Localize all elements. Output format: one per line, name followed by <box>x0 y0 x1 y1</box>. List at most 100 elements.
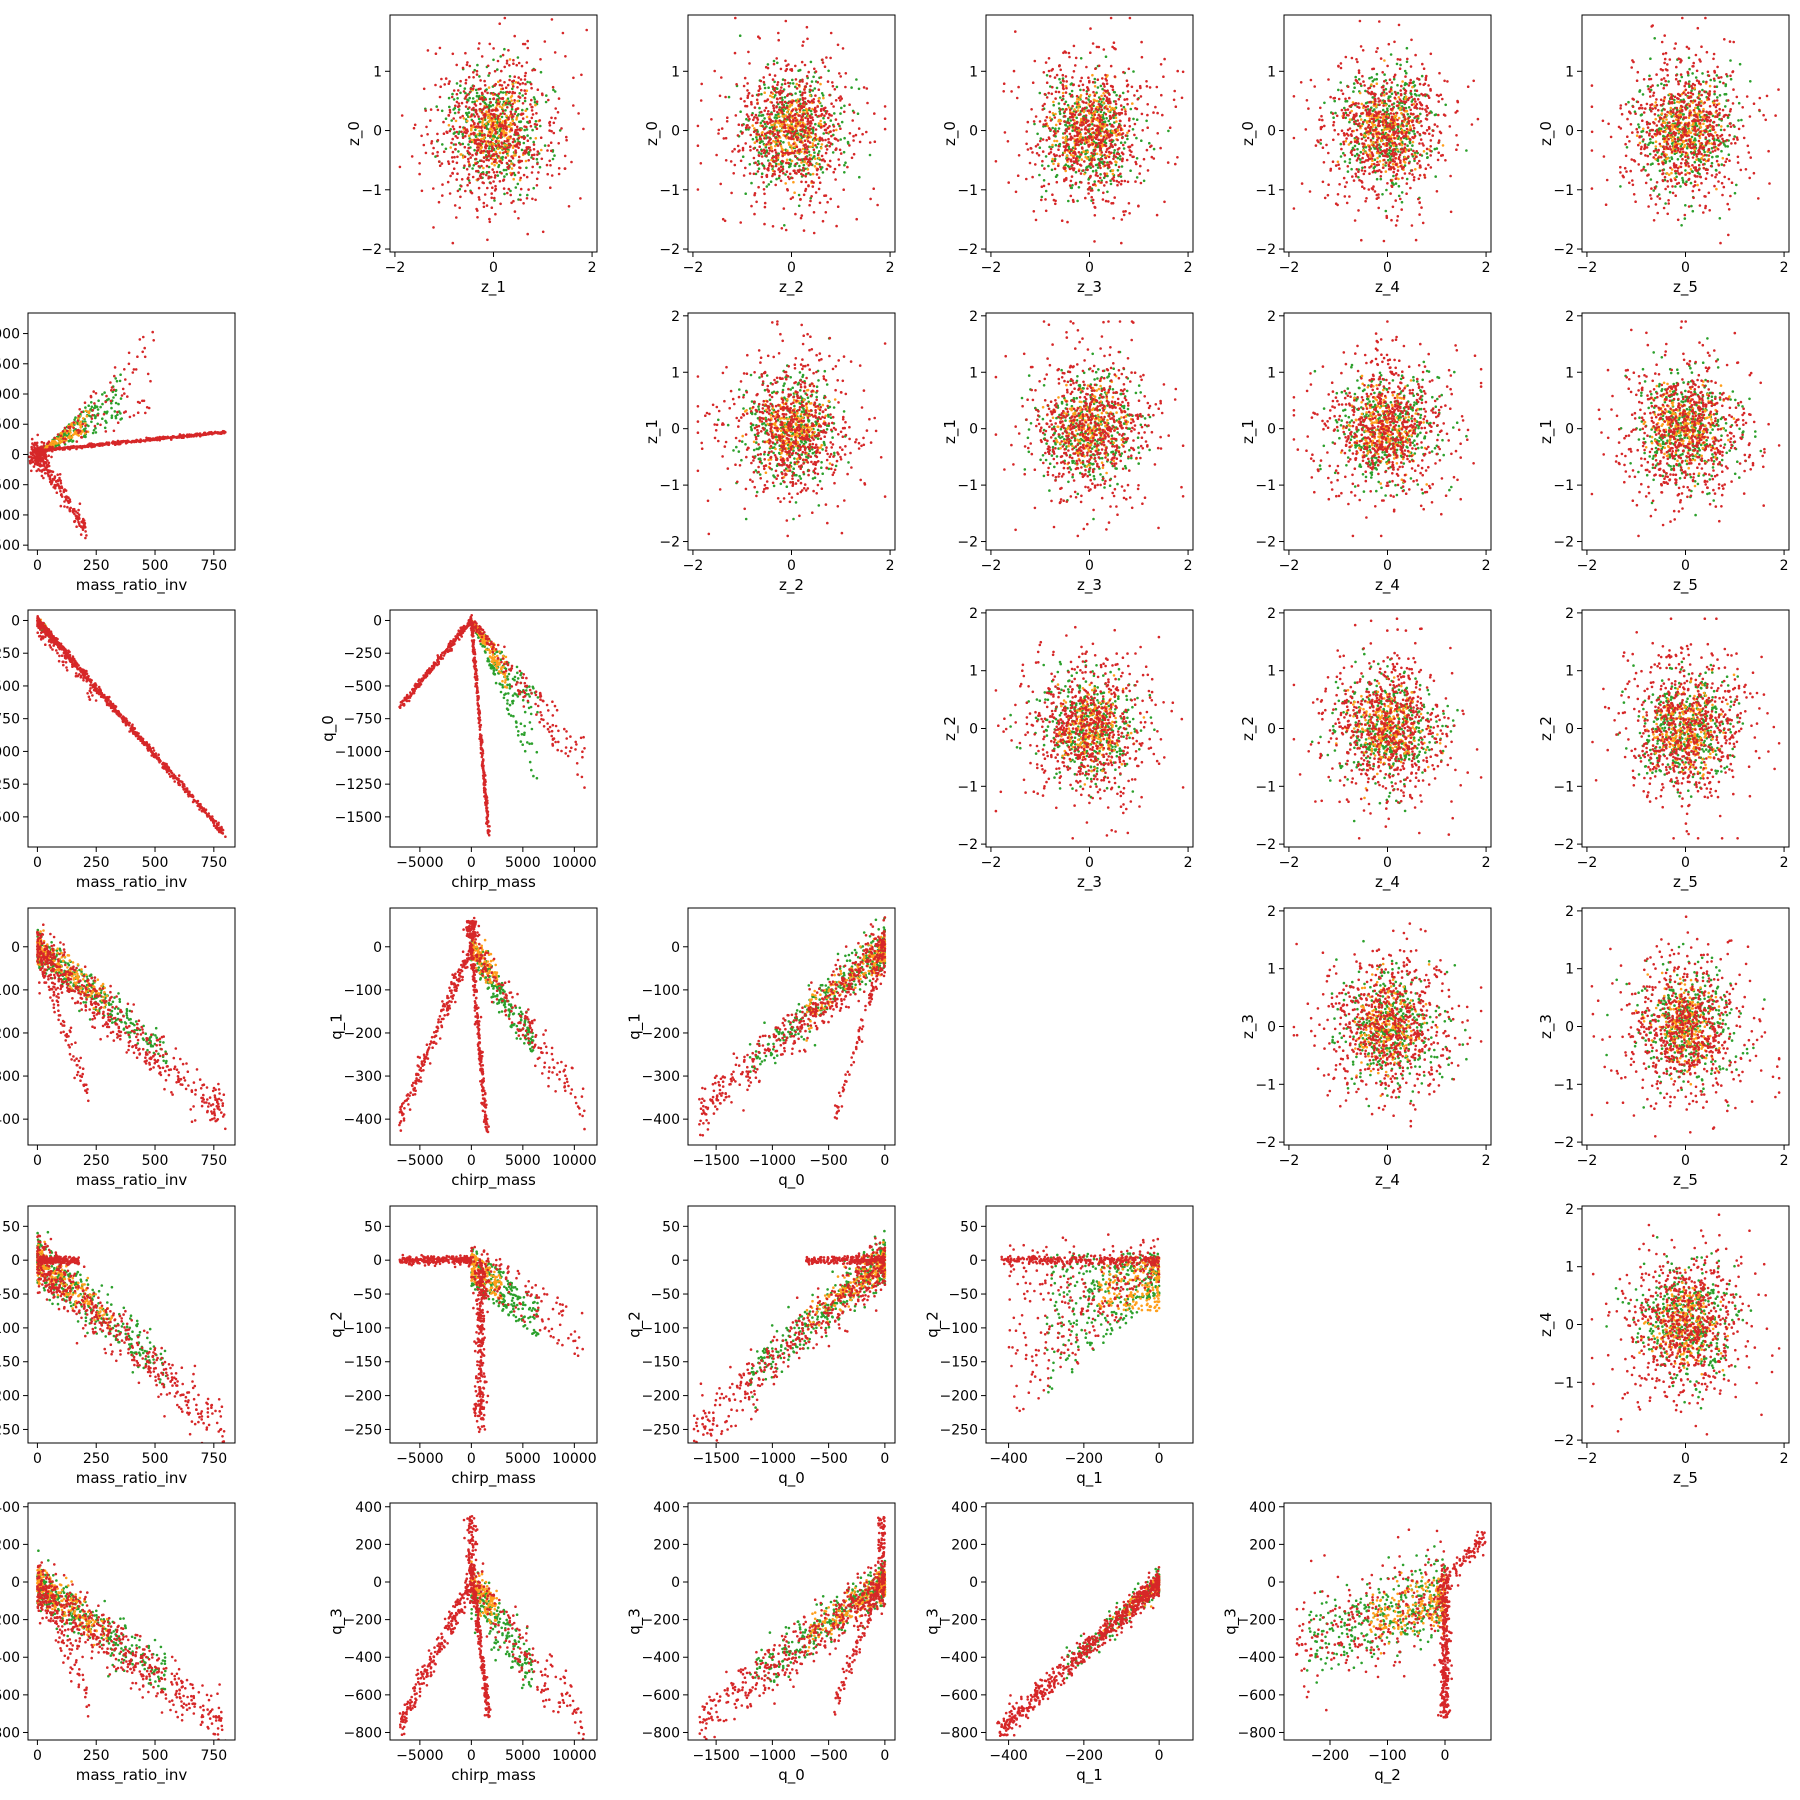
data-point <box>1114 102 1118 106</box>
data-point <box>513 99 516 102</box>
data-point <box>1098 164 1101 167</box>
data-point <box>1389 166 1393 169</box>
data-point <box>787 85 791 88</box>
data-point <box>1435 147 1439 150</box>
data-point <box>509 121 512 125</box>
data-point <box>1400 151 1404 154</box>
data-point <box>1385 214 1388 218</box>
data-point <box>1444 103 1447 107</box>
data-point <box>525 175 529 179</box>
data-point <box>508 159 511 163</box>
data-point <box>582 127 585 131</box>
data-point <box>1056 130 1060 133</box>
data-point <box>524 71 527 75</box>
data-point <box>509 135 512 138</box>
data-point <box>793 131 797 134</box>
data-point <box>1103 184 1106 187</box>
data-point <box>1429 145 1432 148</box>
data-point <box>773 86 777 90</box>
data-point <box>750 100 753 104</box>
data-point <box>1418 164 1422 168</box>
data-point <box>1149 145 1152 149</box>
data-point <box>1067 106 1071 109</box>
data-point <box>580 73 583 77</box>
data-point <box>1408 96 1411 100</box>
data-point <box>440 162 444 165</box>
data-point <box>1048 75 1052 78</box>
data-point <box>837 122 840 126</box>
data-point <box>784 134 787 138</box>
data-point <box>1378 160 1382 163</box>
data-point <box>509 193 512 197</box>
data-point <box>804 116 807 120</box>
data-point <box>763 205 767 209</box>
data-point <box>1392 131 1395 134</box>
data-point <box>1097 131 1101 135</box>
data-point <box>1321 118 1324 122</box>
data-point <box>1345 181 1348 184</box>
data-point <box>456 172 459 175</box>
data-point <box>1080 109 1084 112</box>
data-point <box>1384 87 1388 91</box>
data-point <box>1437 94 1440 98</box>
data-point <box>524 159 528 163</box>
data-point <box>543 40 547 43</box>
data-point <box>1150 155 1154 159</box>
data-point <box>487 86 491 89</box>
data-point <box>1077 169 1081 173</box>
data-point <box>1394 157 1397 160</box>
data-point <box>505 90 509 94</box>
data-point <box>517 141 520 145</box>
data-point <box>1341 92 1345 96</box>
data-point <box>1422 67 1426 70</box>
data-point <box>743 76 747 80</box>
data-point <box>493 163 496 167</box>
data-point <box>1078 129 1081 132</box>
data-point <box>785 106 789 109</box>
data-point <box>471 167 474 170</box>
data-point <box>540 157 544 161</box>
data-point <box>883 117 887 120</box>
data-point <box>535 112 538 115</box>
data-point <box>1044 209 1048 213</box>
data-point <box>777 115 780 118</box>
data-point <box>489 140 493 144</box>
data-point <box>523 42 527 46</box>
data-point <box>696 144 700 147</box>
data-point <box>1426 156 1429 159</box>
data-point <box>826 200 829 204</box>
data-point <box>1414 100 1417 103</box>
data-point <box>438 95 442 99</box>
data-point <box>1089 189 1093 192</box>
data-point <box>1047 91 1050 95</box>
data-point <box>804 143 807 146</box>
data-point <box>1135 136 1138 140</box>
data-point <box>547 98 550 102</box>
data-point <box>551 157 555 161</box>
data-point <box>1333 128 1336 132</box>
data-point <box>550 18 554 21</box>
data-point <box>1109 16 1113 20</box>
data-point <box>1396 83 1399 87</box>
data-point <box>475 99 479 102</box>
data-point <box>1089 155 1093 158</box>
data-point <box>1344 111 1348 115</box>
data-point <box>806 112 809 115</box>
data-point <box>1069 194 1073 198</box>
data-point <box>502 168 506 172</box>
data-point <box>1405 109 1409 113</box>
data-point <box>1045 138 1048 142</box>
data-point <box>1081 100 1084 103</box>
data-point <box>772 109 776 113</box>
data-point <box>476 209 479 212</box>
data-point <box>1088 135 1091 138</box>
data-point <box>1366 126 1370 129</box>
data-point <box>1096 106 1100 109</box>
data-point <box>1115 134 1118 137</box>
data-point <box>769 137 772 141</box>
data-point <box>696 188 700 191</box>
data-point <box>808 114 812 117</box>
data-point <box>822 116 825 120</box>
data-point <box>1364 105 1368 109</box>
data-point <box>1421 221 1425 225</box>
